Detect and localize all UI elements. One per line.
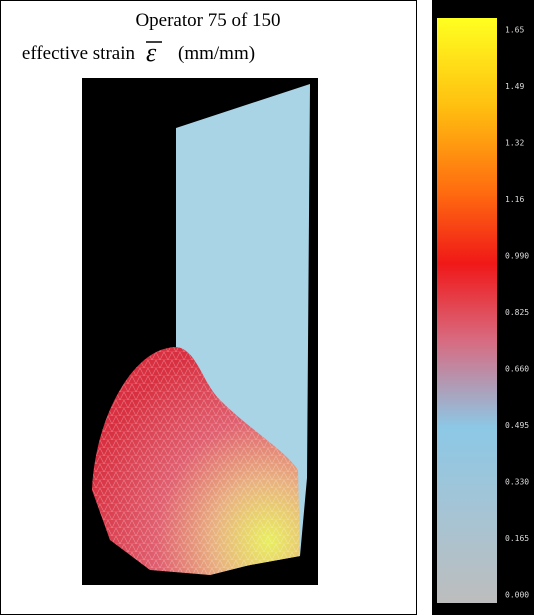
colorbar-label: 0.825 bbox=[505, 308, 529, 317]
colorbar-label: 0.165 bbox=[505, 534, 529, 543]
quantity: effective strain bbox=[22, 43, 136, 64]
colorbar-label: 0.000 bbox=[505, 591, 529, 600]
units: (mm/mm) bbox=[178, 43, 255, 64]
colorbar-label: 1.16 bbox=[505, 195, 524, 204]
title: Operator 75 of 150 bbox=[135, 10, 280, 31]
page: Operator 75 of 150 effective strain ε (m… bbox=[0, 0, 534, 615]
colorbar-label: 1.65 bbox=[505, 26, 524, 35]
colorbar-label: 1.32 bbox=[505, 139, 524, 148]
colorbar-label: 0.990 bbox=[505, 252, 529, 261]
colorbar bbox=[437, 18, 497, 603]
colorbar-label: 1.49 bbox=[505, 82, 524, 91]
colorbar-label: 0.660 bbox=[505, 365, 529, 374]
colorbar-label: 0.495 bbox=[505, 421, 529, 430]
colorbar-label: 0.330 bbox=[505, 478, 529, 487]
screenshot: Operator 75 of 150 effective strain ε (m… bbox=[0, 0, 534, 615]
